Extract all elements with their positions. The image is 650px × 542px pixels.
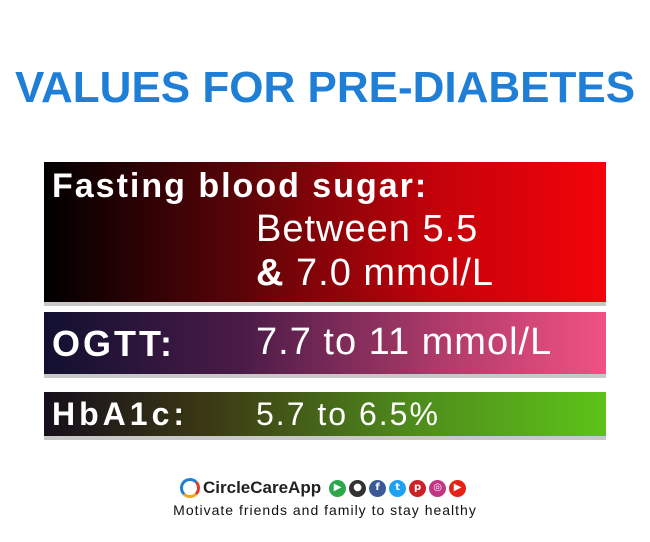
hba1c-value: 5.7 to 6.5% (256, 396, 440, 432)
fasting-blood-sugar-value-line1: Between 5.5 (256, 208, 479, 250)
fasting-blood-sugar-value-line2: & 7.0 mmol/L (256, 250, 494, 296)
play-store-icon[interactable]: ▶ (329, 479, 347, 497)
social-icons: ▶ ● f t p ◎ ▶ (329, 479, 467, 497)
footer-brand: CircleCareApp ▶ ● f t p ◎ ▶ (180, 476, 467, 500)
pinterest-icon[interactable]: p (409, 479, 427, 497)
ampersand: & (256, 252, 285, 294)
hba1c-band: HbA1c: 5.7 to 6.5% (44, 392, 606, 436)
circlecare-logo-icon (180, 478, 200, 498)
ogtt-label: OGTT: (52, 323, 175, 364)
apple-icon[interactable]: ● (349, 479, 367, 497)
hba1c-label: HbA1c: (52, 396, 189, 432)
tagline: Motivate friends and family to stay heal… (173, 502, 477, 518)
ogtt-band: OGTT: 7.7 to 11 mmol/L (44, 312, 606, 374)
facebook-icon[interactable]: f (369, 479, 387, 497)
page-title: VALUES FOR PRE-DIABETES (14, 63, 636, 112)
twitter-icon[interactable]: t (389, 479, 407, 497)
brand-name: CircleCareApp (203, 478, 322, 497)
fasting-blood-sugar-label: Fasting blood sugar: (52, 167, 429, 205)
youtube-icon[interactable]: ▶ (449, 479, 467, 497)
fasting-blood-sugar-value-line2-text: 7.0 mmol/L (284, 252, 494, 294)
fasting-blood-sugar-band: Fasting blood sugar: Between 5.5 & 7.0 m… (44, 162, 606, 302)
instagram-icon[interactable]: ◎ (429, 479, 447, 497)
ogtt-value: 7.7 to 11 mmol/L (256, 321, 553, 363)
